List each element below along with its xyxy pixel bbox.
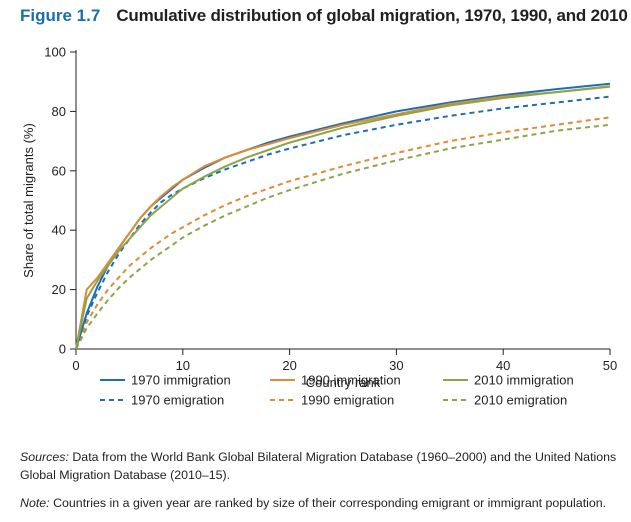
ranking-note: Note: Countries in a given year are rank… bbox=[20, 494, 620, 512]
figure-header: Figure 1.7 Cumulative distribution of glo… bbox=[20, 6, 628, 30]
y-tick-label: 100 bbox=[44, 45, 66, 60]
sources-note: Sources: Data from the World Bank Global… bbox=[20, 448, 620, 484]
x-tick-label: 10 bbox=[176, 358, 190, 373]
figure-title: Cumulative distribution of global migrat… bbox=[116, 6, 628, 25]
y-tick-label: 80 bbox=[52, 104, 66, 119]
cumulative-migration-chart: 0 20 40 60 80 100 0 10 20 30 40 50 Country rank Share… bbox=[21, 45, 617, 408]
x-axis-title: Country rank bbox=[306, 375, 381, 390]
note-text: Countries in a given year are ranked by … bbox=[49, 496, 607, 510]
series-line-1990-emigration bbox=[75, 116, 611, 350]
legend-label: 1990 immigration bbox=[301, 373, 401, 388]
series-line-1970-emigration bbox=[75, 95, 611, 350]
x-tick-label: 30 bbox=[389, 358, 403, 373]
note-lead: Note: bbox=[20, 496, 50, 510]
legend-label: 1970 emigration bbox=[131, 393, 224, 408]
series-line-1970-immigration bbox=[75, 82, 611, 350]
sources-lead: Sources: bbox=[20, 450, 69, 464]
y-tick-label: 40 bbox=[52, 223, 66, 238]
y-tick-label: 20 bbox=[52, 282, 66, 297]
legend-label: 1990 emigration bbox=[301, 393, 394, 408]
legend-label: 2010 immigration bbox=[474, 373, 574, 388]
y-tick-label: 60 bbox=[52, 163, 66, 178]
x-tick-label: 40 bbox=[496, 358, 510, 373]
figure-label: Figure 1.7 bbox=[20, 6, 101, 25]
series-line-1990-immigration bbox=[75, 85, 611, 350]
y-axis-title: Share of total migrants (%) bbox=[21, 123, 36, 278]
x-tick-label: 20 bbox=[282, 358, 296, 373]
x-tick-label: 50 bbox=[603, 358, 617, 373]
y-tick-label: 0 bbox=[59, 342, 66, 357]
series-line-2010-immigration bbox=[75, 85, 611, 350]
legend-label: 2010 emigration bbox=[474, 393, 567, 408]
sources-text: Data from the World Bank Global Bilatera… bbox=[20, 450, 617, 482]
legend-label: 1970 immigration bbox=[131, 373, 231, 388]
series-line-2010-emigration bbox=[75, 123, 611, 350]
x-tick-label: 0 bbox=[72, 358, 79, 373]
